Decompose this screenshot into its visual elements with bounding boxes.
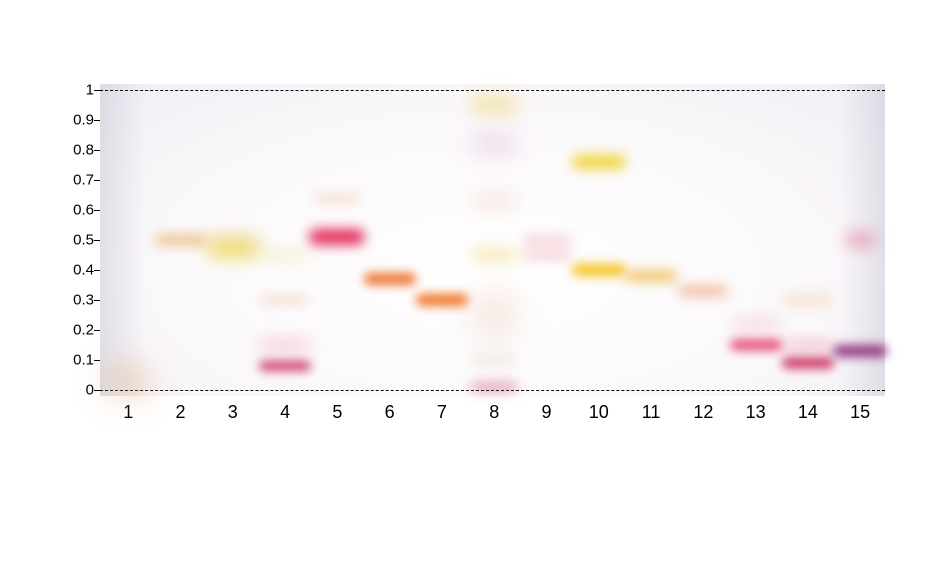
lane-label: 14 — [798, 402, 818, 423]
reference-line — [100, 90, 885, 91]
y-tick-mark — [94, 300, 100, 301]
lane-label: 3 — [228, 402, 238, 423]
lane-label: 8 — [489, 402, 499, 423]
y-tick-mark — [94, 330, 100, 331]
y-tick-mark — [94, 210, 100, 211]
y-tick-mark — [94, 270, 100, 271]
tlc-plate — [100, 84, 885, 396]
lane-label: 13 — [746, 402, 766, 423]
tlc-figure: 00.10.20.30.40.50.60.70.80.9112345678910… — [0, 0, 930, 576]
lane-label: 10 — [589, 402, 609, 423]
plate-vignette — [100, 84, 885, 396]
lane-label: 1 — [123, 402, 133, 423]
y-tick-label: 0.4 — [73, 261, 94, 278]
y-tick-label: 0.5 — [73, 232, 94, 249]
y-tick-label: 0.1 — [73, 351, 94, 368]
lane-label: 15 — [850, 402, 870, 423]
lane-label: 11 — [642, 402, 661, 423]
y-tick-mark — [94, 360, 100, 361]
y-tick-mark — [94, 180, 100, 181]
y-tick-label: 0.7 — [73, 172, 94, 189]
lane-label: 6 — [385, 402, 395, 423]
lane-label: 4 — [280, 402, 290, 423]
y-tick-label: 0.8 — [73, 142, 94, 159]
lane-label: 7 — [437, 402, 447, 423]
lane-label: 9 — [541, 402, 551, 423]
y-tick-label: 0.2 — [73, 321, 94, 338]
y-tick-label: 0.9 — [73, 112, 94, 129]
lane-label: 2 — [176, 402, 186, 423]
y-tick-mark — [94, 240, 100, 241]
y-tick-label: 0.3 — [73, 291, 94, 308]
y-tick-label: 1 — [86, 82, 94, 99]
y-tick-mark — [94, 150, 100, 151]
y-tick-label: 0.6 — [73, 202, 94, 219]
y-tick-mark — [94, 120, 100, 121]
lane-label: 12 — [693, 402, 713, 423]
lane-label: 5 — [332, 402, 342, 423]
y-tick-label: 0 — [86, 381, 94, 398]
reference-line — [100, 390, 885, 391]
